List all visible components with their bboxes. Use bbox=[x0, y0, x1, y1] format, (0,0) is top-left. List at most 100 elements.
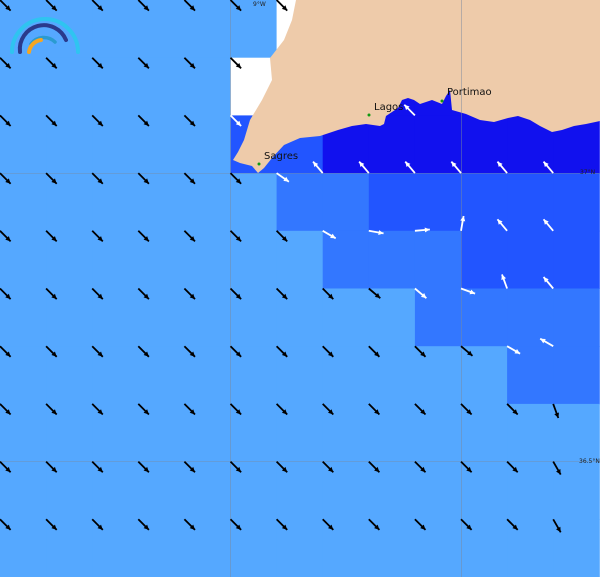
current-arrow-icon bbox=[137, 403, 150, 416]
grid-cell bbox=[46, 461, 93, 520]
current-arrow-icon bbox=[137, 460, 150, 473]
grid-cell bbox=[553, 461, 600, 520]
grid-cell bbox=[461, 403, 508, 463]
grid-cell bbox=[0, 115, 47, 174]
grid-cell bbox=[230, 173, 278, 232]
grid-cell bbox=[138, 461, 185, 520]
longitude-label: 9°W bbox=[253, 1, 266, 8]
grid-cell bbox=[553, 519, 600, 577]
current-arrow-icon bbox=[229, 0, 242, 12]
grid-cell bbox=[138, 230, 185, 289]
current-arrow-icon bbox=[0, 114, 12, 127]
current-arrow-icon bbox=[506, 518, 519, 531]
current-arrow-icon bbox=[0, 57, 12, 69]
current-arrow-icon bbox=[183, 114, 196, 127]
current-arrow-icon bbox=[542, 276, 554, 290]
current-arrow-icon bbox=[183, 287, 196, 300]
current-arrow-icon bbox=[0, 287, 12, 300]
grid-cell bbox=[0, 57, 47, 116]
current-arrow-icon bbox=[368, 345, 381, 358]
current-arrow-icon bbox=[506, 460, 519, 473]
grid-cell bbox=[184, 173, 231, 232]
current-arrow-icon bbox=[460, 215, 466, 231]
grid-cell bbox=[184, 288, 231, 347]
current-arrow-icon bbox=[183, 230, 196, 243]
current-arrow-icon bbox=[183, 57, 196, 69]
grid-cell bbox=[322, 230, 370, 289]
grid-cell bbox=[276, 403, 324, 463]
grid-cell bbox=[230, 0, 278, 59]
logo bbox=[10, 17, 80, 54]
grid-cell bbox=[414, 346, 462, 405]
grid-cell bbox=[46, 403, 93, 463]
current-arrow-icon bbox=[275, 0, 288, 12]
current-arrow-icon bbox=[506, 345, 521, 355]
current-arrow-icon bbox=[368, 518, 381, 531]
grid-cell bbox=[138, 173, 185, 232]
current-arrow-icon bbox=[501, 274, 508, 289]
grid-cell bbox=[461, 461, 508, 520]
current-arrow-icon bbox=[414, 227, 430, 233]
grid-cell bbox=[184, 115, 231, 174]
current-arrow-icon bbox=[229, 287, 242, 300]
current-arrow-icon bbox=[137, 287, 150, 300]
current-arrow-icon bbox=[229, 57, 242, 69]
grid-cell bbox=[507, 346, 554, 405]
current-arrow-icon bbox=[183, 403, 196, 416]
current-arrow-icon bbox=[368, 403, 381, 416]
current-arrow-icon bbox=[45, 57, 58, 69]
latitude-label-37: 37°N bbox=[580, 169, 596, 176]
grid-cell bbox=[92, 461, 139, 520]
grid-cell bbox=[92, 346, 139, 405]
current-arrow-icon bbox=[137, 0, 150, 12]
grid-cell bbox=[553, 230, 600, 289]
current-arrow-icon bbox=[404, 161, 416, 174]
current-arrow-icon bbox=[91, 0, 104, 12]
current-arrow-icon bbox=[45, 460, 58, 473]
grid-cell bbox=[276, 461, 324, 520]
grid-cell bbox=[184, 346, 231, 405]
current-arrow-icon bbox=[460, 518, 473, 531]
grid-cell bbox=[138, 346, 185, 405]
grid-cell bbox=[46, 115, 93, 174]
grid-cell bbox=[322, 461, 370, 520]
current-arrow-icon bbox=[91, 287, 104, 300]
current-arrow-icon bbox=[45, 345, 58, 358]
grid-cell bbox=[92, 230, 139, 289]
grid-cell bbox=[92, 115, 139, 174]
current-arrow-icon bbox=[229, 114, 242, 127]
current-arrow-icon bbox=[45, 0, 58, 12]
current-arrow-icon bbox=[0, 345, 12, 358]
current-arrow-icon bbox=[137, 114, 150, 127]
grid-cell bbox=[322, 346, 370, 405]
grid-cell bbox=[184, 403, 231, 463]
current-arrow-icon bbox=[414, 518, 427, 531]
current-arrow-icon bbox=[275, 403, 288, 416]
grid-cell bbox=[0, 346, 47, 405]
current-arrow-icon bbox=[91, 460, 104, 473]
grid-cell bbox=[322, 288, 370, 347]
current-arrow-icon bbox=[414, 287, 427, 299]
current-arrow-icon bbox=[322, 460, 334, 473]
current-arrow-icon bbox=[322, 518, 334, 531]
arrow-layer bbox=[0, 0, 562, 533]
grid-cell bbox=[92, 0, 139, 59]
current-arrow-icon bbox=[368, 229, 384, 235]
grid-cell bbox=[276, 346, 324, 405]
grid-cell bbox=[92, 57, 139, 116]
current-arrow-icon bbox=[229, 230, 242, 243]
grid-cell bbox=[184, 0, 231, 59]
current-arrow-icon bbox=[276, 172, 290, 183]
grid-cell bbox=[138, 57, 185, 116]
grid-cell bbox=[368, 230, 416, 289]
current-arrow-icon bbox=[368, 287, 381, 299]
current-arrow-icon bbox=[275, 287, 288, 300]
current-arrow-icon bbox=[91, 518, 104, 531]
current-arrow-icon bbox=[460, 403, 473, 416]
grid-cell bbox=[414, 403, 462, 463]
grid-cell bbox=[461, 230, 508, 289]
current-arrow-icon bbox=[137, 345, 150, 358]
grid-cell bbox=[368, 346, 416, 405]
grid-cell bbox=[46, 173, 93, 232]
